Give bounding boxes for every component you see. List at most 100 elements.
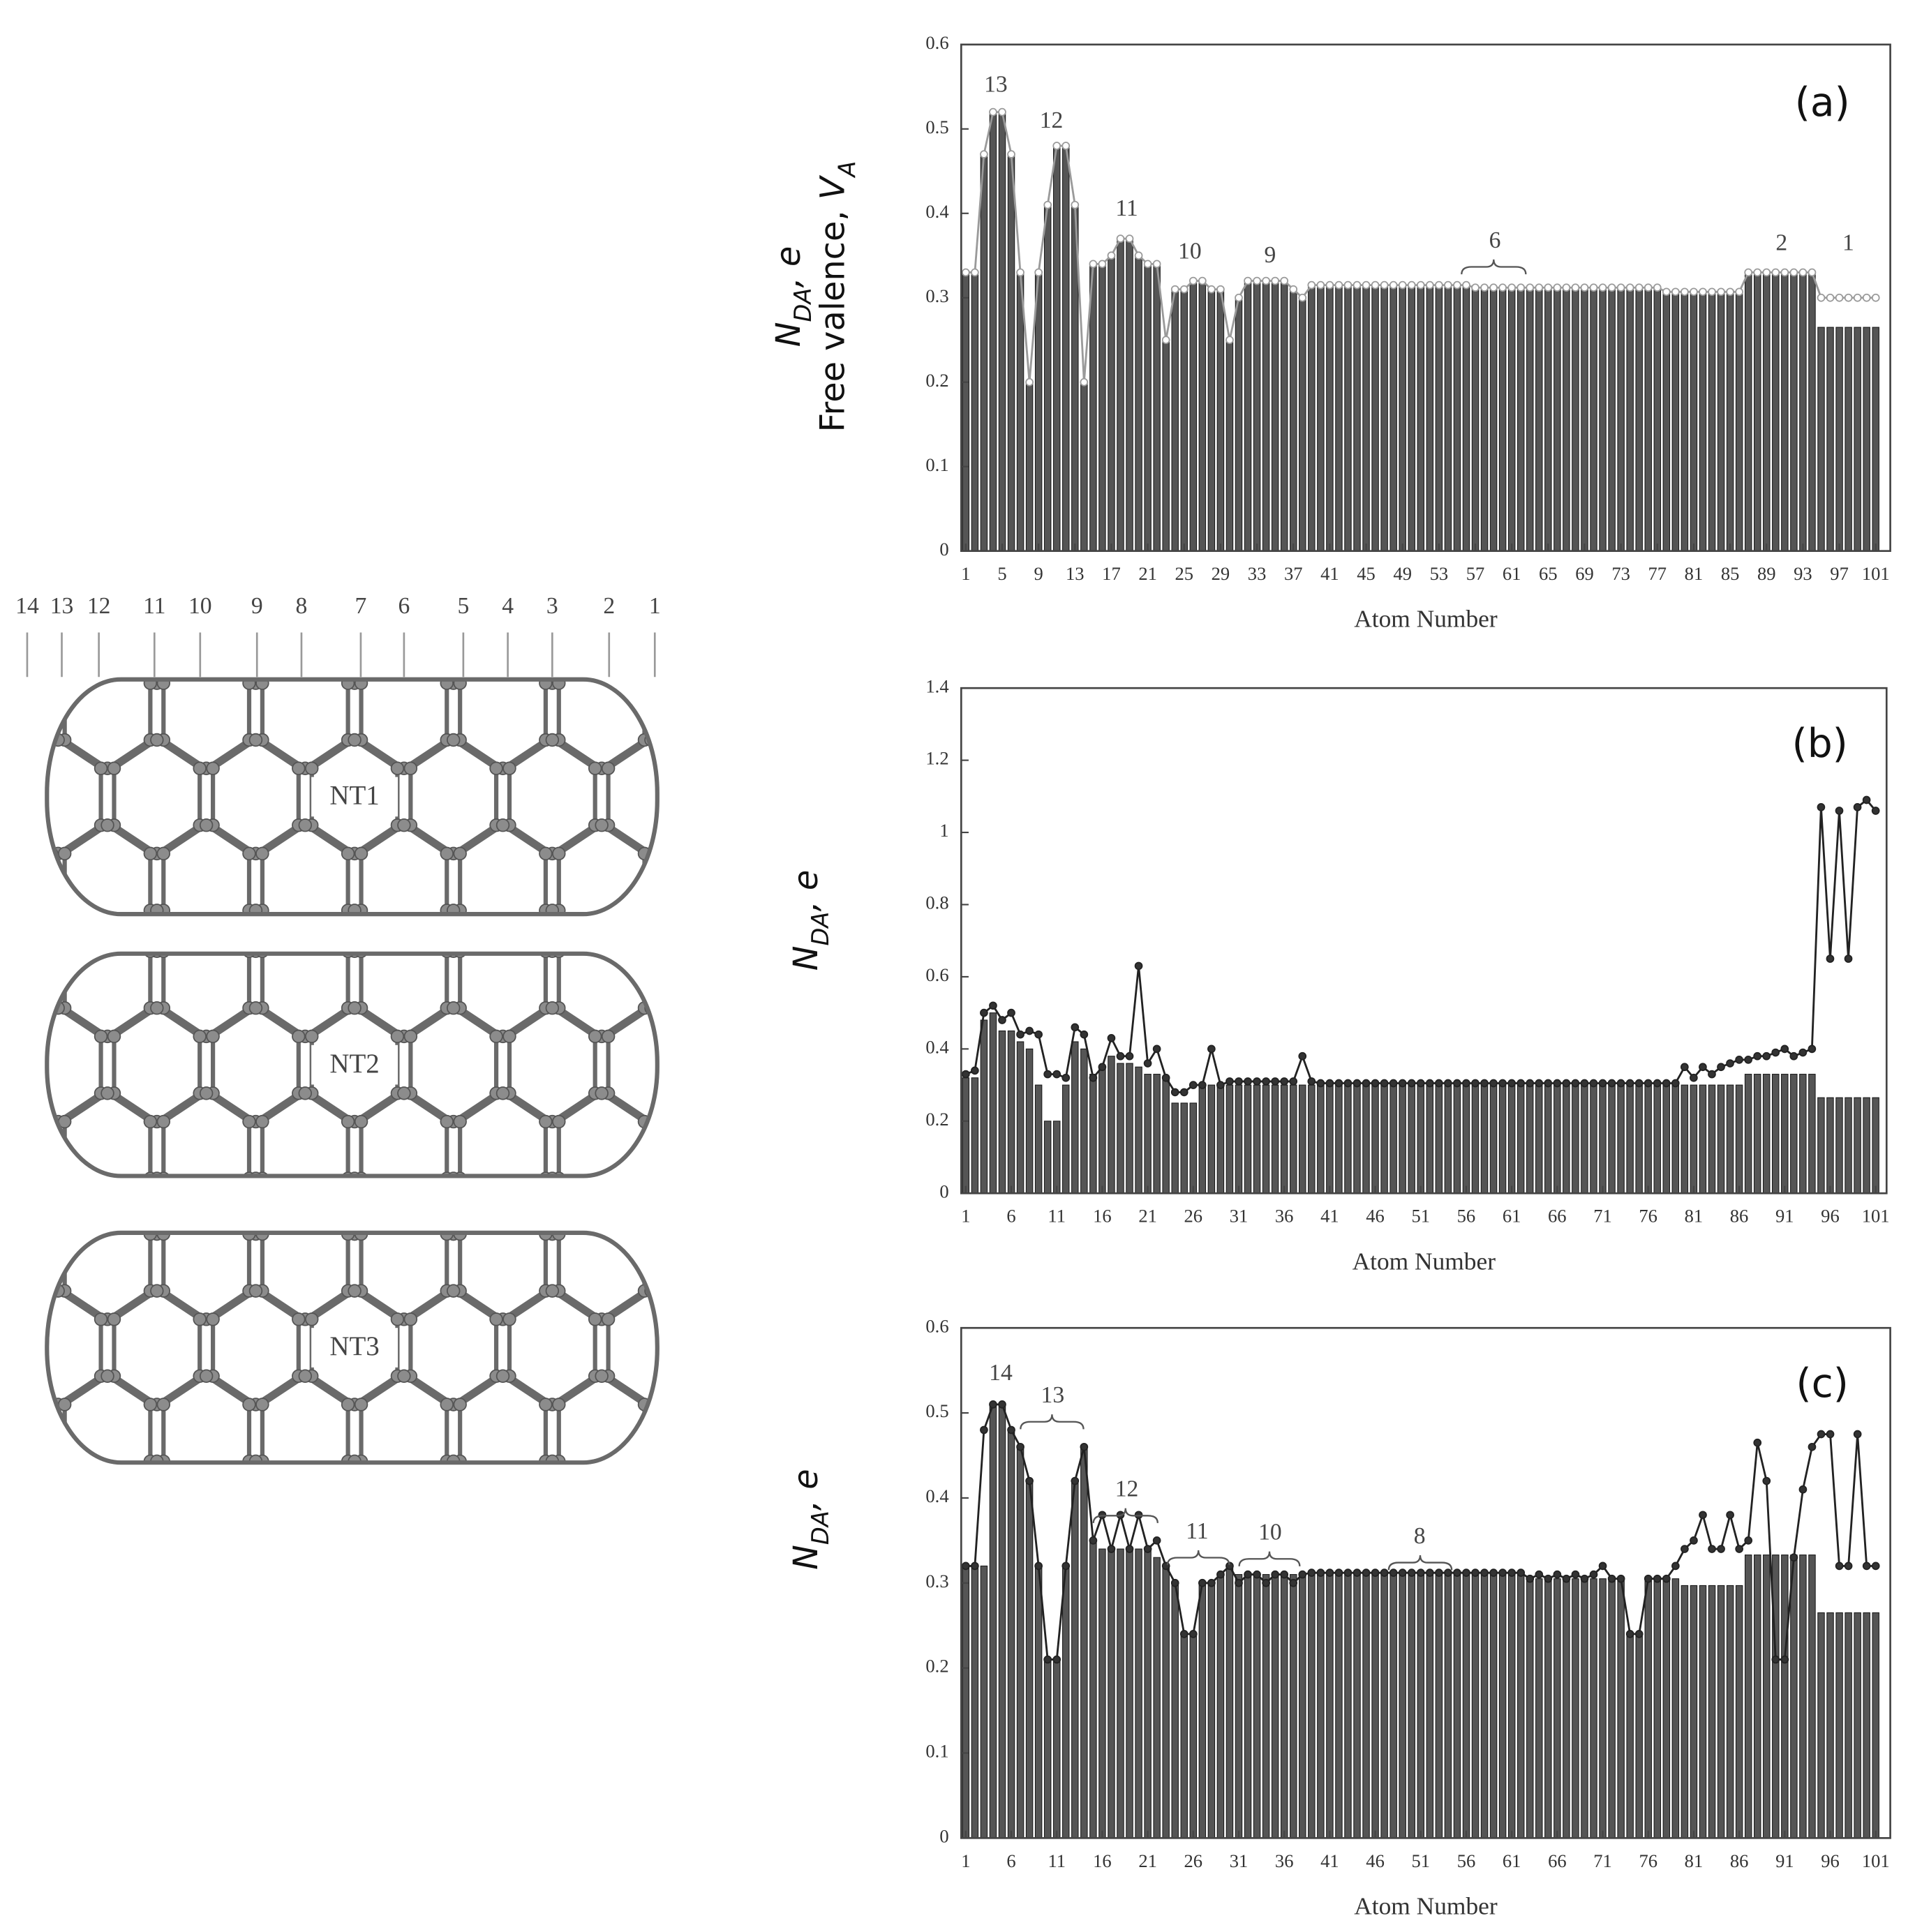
atom — [490, 1483, 502, 1496]
bar — [1271, 280, 1279, 552]
atom — [47, 1232, 59, 1241]
atom — [3, 1201, 15, 1213]
line-marker — [1580, 1574, 1589, 1583]
line-marker — [1289, 285, 1298, 294]
atom — [108, 1199, 121, 1212]
bar — [1699, 291, 1707, 552]
atom — [694, 933, 707, 945]
bar — [1617, 1578, 1625, 1839]
line-marker — [1198, 1578, 1207, 1587]
atom — [9, 1257, 22, 1270]
atom — [207, 1541, 219, 1553]
bar — [989, 1404, 997, 1839]
atom — [588, 1029, 602, 1044]
line-marker — [1726, 1059, 1734, 1068]
atom — [842, 563, 855, 576]
atom — [341, 846, 355, 861]
atom — [744, 1398, 757, 1411]
bar — [1225, 339, 1234, 552]
atom — [447, 563, 460, 576]
atom — [207, 933, 219, 945]
brace — [1387, 1555, 1453, 1571]
bar — [1216, 1574, 1225, 1839]
atom — [744, 832, 757, 844]
x-tick-label: 41 — [1320, 1206, 1339, 1227]
bar — [1216, 289, 1225, 552]
atom — [392, 989, 404, 1002]
line-marker — [1170, 1088, 1179, 1097]
panel-label: (a) — [1795, 80, 1850, 126]
atom — [51, 1171, 65, 1176]
position-label: 10 — [188, 593, 212, 619]
atom — [52, 563, 64, 576]
x-tick-label: 13 — [1066, 563, 1085, 584]
line-marker — [1862, 293, 1871, 302]
x-tick-label: 56 — [1457, 1206, 1476, 1227]
bar — [1299, 297, 1306, 552]
atom — [299, 917, 311, 929]
line-marker — [998, 107, 1006, 117]
hexagon — [211, 679, 301, 686]
atom — [292, 1541, 305, 1553]
atom — [750, 677, 763, 689]
bar — [1590, 287, 1597, 552]
bar — [1153, 1074, 1161, 1194]
bar — [1544, 1084, 1552, 1194]
bar — [1690, 291, 1698, 552]
x-tick-label: 36 — [1275, 1850, 1294, 1871]
bar — [1117, 1063, 1124, 1194]
atom — [95, 1201, 107, 1213]
bar — [1135, 255, 1142, 552]
atom — [650, 1398, 657, 1411]
atom — [737, 1172, 750, 1185]
atom — [694, 649, 707, 661]
atom — [687, 917, 700, 929]
bar — [971, 1077, 979, 1194]
bar — [1453, 1572, 1461, 1839]
bar — [1253, 1084, 1261, 1194]
bar — [1153, 263, 1161, 552]
bar — [1498, 1084, 1507, 1194]
atom — [398, 1199, 410, 1212]
line-marker — [1371, 1079, 1380, 1088]
line-marker — [1152, 1044, 1161, 1054]
atom — [292, 1201, 305, 1213]
atom — [150, 733, 164, 747]
atom — [51, 679, 65, 690]
x-tick-label: 17 — [1102, 563, 1121, 584]
line-marker — [989, 1400, 997, 1409]
atom — [701, 762, 713, 774]
line-marker — [1544, 1574, 1553, 1583]
bar — [1708, 1585, 1716, 1839]
atom — [3, 1087, 15, 1100]
brace — [1238, 1551, 1301, 1566]
bar — [980, 1565, 988, 1839]
line-marker — [1798, 1048, 1808, 1057]
line-marker — [1425, 280, 1434, 290]
bar — [1389, 1572, 1397, 1839]
line-marker — [1116, 234, 1125, 243]
atom — [552, 1398, 566, 1411]
hexagon — [707, 1178, 793, 1292]
atom — [849, 1002, 862, 1014]
line-marker — [1744, 268, 1753, 277]
annotation: 12 — [1115, 1476, 1139, 1502]
line-marker — [1179, 1630, 1189, 1638]
bar — [1262, 1084, 1270, 1194]
line-marker — [1207, 1044, 1216, 1054]
line-marker — [1371, 280, 1380, 290]
atom — [3, 1483, 15, 1496]
bar — [998, 1404, 1006, 1839]
line-marker — [1216, 1081, 1225, 1089]
bar — [1553, 287, 1561, 552]
atom — [9, 933, 22, 945]
atom — [793, 1031, 806, 1043]
bar — [1498, 1572, 1507, 1839]
y-tick-label: 0.2 — [925, 1109, 948, 1130]
line-marker — [1844, 293, 1853, 302]
atom — [495, 1369, 510, 1383]
atom — [0, 933, 8, 945]
hexagon — [655, 1373, 657, 1463]
bar — [1335, 1572, 1343, 1839]
bar — [1444, 1572, 1452, 1839]
